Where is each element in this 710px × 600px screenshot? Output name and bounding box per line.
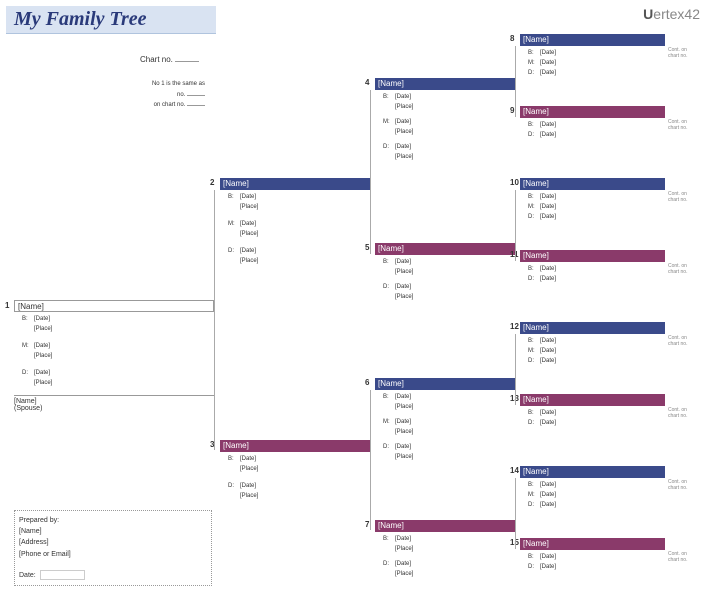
cont-11: Cont. onchart no. <box>668 264 687 275</box>
person-8-block: 8[Name] B:[Date]M:[Date]D:[Date] <box>520 34 665 81</box>
connector <box>515 46 516 117</box>
chart-number-input[interactable] <box>175 54 199 62</box>
logo-suffix: 42 <box>684 6 700 22</box>
person-10-header[interactable]: 10[Name] <box>520 178 665 190</box>
connector <box>370 390 371 530</box>
person-9-header[interactable]: 9[Name] <box>520 106 665 118</box>
prepared-by-box: Prepared by: [Name] [Address] [Phone or … <box>14 510 212 586</box>
spouse-box: [Name] (Spouse) <box>14 395 214 412</box>
reference-note: No 1 is the same as no. on chart no. <box>135 80 205 111</box>
person-8-header[interactable]: 8[Name] <box>520 34 665 46</box>
ref-no-input[interactable] <box>187 90 205 96</box>
person-7-block: 7[Name] B:[Date][Place]D:[Date][Place] <box>375 520 515 582</box>
preparer-name[interactable]: [Name] <box>19 526 207 537</box>
person-11-header[interactable]: 11[Name] <box>520 250 665 262</box>
person-2-header[interactable]: 2[Name] <box>220 178 370 190</box>
person-2-block: 2[Name] B:[Date] [Place] M:[Date] [Place… <box>220 178 370 269</box>
spouse-name[interactable]: [Name] <box>14 398 214 405</box>
connector <box>515 478 516 549</box>
person-5-block: 5[Name] B:[Date][Place]D:[Date][Place] <box>375 243 515 305</box>
connector <box>370 90 371 254</box>
person-6-block: 6[Name] B:[Date][Place]M:[Date][Place]D:… <box>375 378 515 465</box>
title-banner: My Family Tree <box>6 6 216 34</box>
person-11-block: 11[Name] B:[Date]D:[Date] <box>520 250 665 287</box>
cont-12: Cont. onchart no. <box>668 336 687 347</box>
person-12-header[interactable]: 12[Name] <box>520 322 665 334</box>
cont-9: Cont. onchart no. <box>668 120 687 131</box>
person-2-fields: B:[Date] [Place] M:[Date] [Place] D:[Dat… <box>220 190 370 269</box>
person-7-header[interactable]: 7[Name] <box>375 520 515 532</box>
logo-text: ertex <box>653 6 684 22</box>
connector <box>515 190 516 261</box>
person-6-header[interactable]: 6[Name] <box>375 378 515 390</box>
person-15-block: 15[Name] B:[Date]D:[Date] <box>520 538 665 575</box>
person-5-header[interactable]: 5[Name] <box>375 243 515 255</box>
cont-15: Cont. onchart no. <box>668 552 687 563</box>
person-13-block: 13[Name] B:[Date]D:[Date] <box>520 394 665 431</box>
cont-13: Cont. onchart no. <box>668 408 687 419</box>
person-3-header[interactable]: 3[Name] <box>220 440 370 452</box>
prepared-by-label: Prepared by: <box>19 515 207 526</box>
logo-prefix: U <box>643 6 653 22</box>
date-input[interactable] <box>40 570 85 580</box>
person-4-header[interactable]: 4[Name] <box>375 78 515 90</box>
cont-10: Cont. onchart no. <box>668 192 687 203</box>
person-1-block: 1[Name] B:[Date] [Place] M:[Date] [Place… <box>14 300 214 412</box>
person-15-header[interactable]: 15[Name] <box>520 538 665 550</box>
cont-14: Cont. onchart no. <box>668 480 687 491</box>
person-10-block: 10[Name] B:[Date]M:[Date]D:[Date] <box>520 178 665 225</box>
person-3-block: 3[Name] B:[Date] [Place] D:[Date] [Place… <box>220 440 370 504</box>
person-14-block: 14[Name] B:[Date]M:[Date]D:[Date] <box>520 466 665 513</box>
connector <box>515 334 516 405</box>
person-1-fields: B:[Date] [Place] M:[Date] [Place] D:[Dat… <box>14 312 214 391</box>
person-9-block: 9[Name] B:[Date]D:[Date] <box>520 106 665 143</box>
spouse-label: (Spouse) <box>14 405 214 412</box>
person-3-fields: B:[Date] [Place] D:[Date] [Place] <box>220 452 370 504</box>
preparer-contact[interactable]: [Phone or Email] <box>19 549 207 560</box>
person-13-header[interactable]: 13[Name] <box>520 394 665 406</box>
person-14-header[interactable]: 14[Name] <box>520 466 665 478</box>
person-4-block: 4[Name] B:[Date][Place]M:[Date][Place]D:… <box>375 78 515 165</box>
chart-number-label: Chart no. <box>140 54 199 64</box>
person-12-block: 12[Name] B:[Date]M:[Date]D:[Date] <box>520 322 665 369</box>
date-label: Date: <box>19 572 36 579</box>
person-1-header[interactable]: 1[Name] <box>14 300 214 312</box>
cont-8: Cont. onchart no. <box>668 48 687 59</box>
connector <box>214 190 215 450</box>
preparer-address[interactable]: [Address] <box>19 537 207 548</box>
vertex42-logo: Uertex42 <box>643 6 700 22</box>
ref-chart-input[interactable] <box>187 100 205 106</box>
